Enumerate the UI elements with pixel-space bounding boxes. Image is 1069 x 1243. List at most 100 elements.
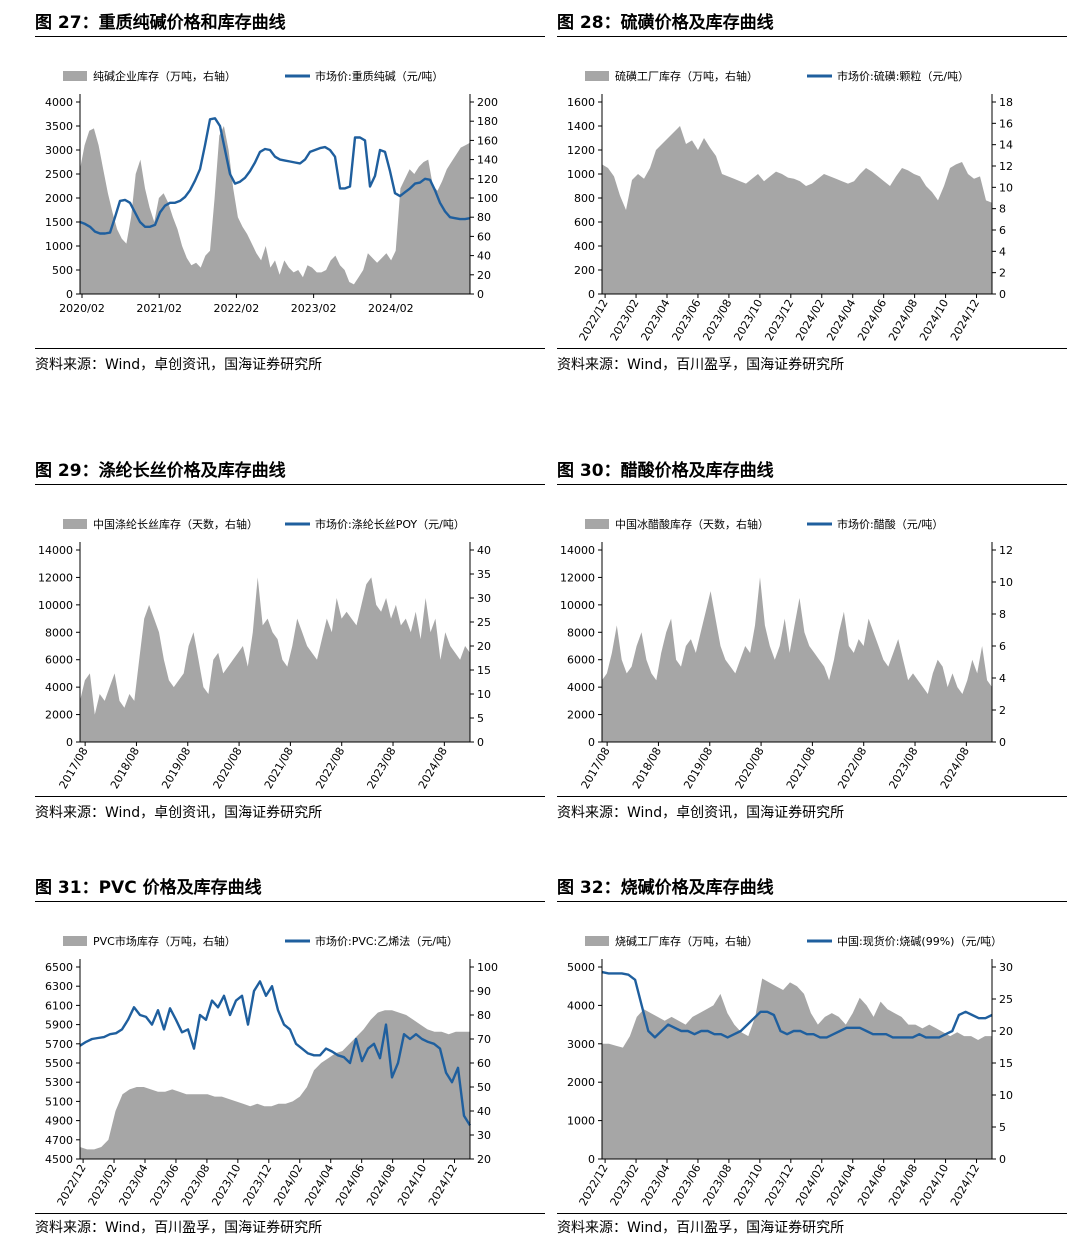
legend-area-label: PVC市场库存（万吨，右轴）: [93, 934, 236, 948]
right-tick-label: 40: [477, 544, 491, 557]
left-tick-label: 0: [66, 288, 73, 301]
legend-area-swatch: [585, 519, 609, 529]
source-note: 资料来源：Wind，卓创资讯，国海证券研究所: [35, 357, 323, 373]
source-rule: [35, 1213, 545, 1214]
right-tick-label: 20: [477, 269, 491, 282]
left-tick-label: 400: [574, 240, 595, 253]
x-tick-label: 2024/06: [855, 1162, 889, 1208]
x-tick-label: 2024/06: [333, 1162, 367, 1208]
left-tick-label: 5700: [45, 1038, 73, 1051]
right-tick-label: 35: [477, 568, 491, 581]
right-tick-label: 2: [999, 704, 1006, 717]
source-rule: [557, 1213, 1067, 1214]
x-tick-label: 2024/08: [364, 1162, 398, 1208]
x-tick-label: 2024/02: [368, 302, 414, 315]
left-tick-label: 6500: [45, 961, 73, 974]
left-tick-label: 1600: [567, 96, 595, 109]
right-tick-label: 10: [999, 576, 1013, 589]
right-tick-label: 0: [477, 736, 484, 749]
x-tick-label: 2022/08: [835, 745, 869, 791]
left-tick-label: 2000: [45, 709, 73, 722]
right-tick-label: 10: [999, 1089, 1013, 1102]
chart-title: 图 28：硫磺价格及库存曲线: [557, 13, 774, 33]
left-tick-label: 14000: [38, 544, 73, 557]
left-tick-label: 8000: [45, 626, 73, 639]
left-tick-label: 500: [52, 264, 73, 277]
source-rule: [557, 348, 1067, 349]
left-tick-label: 5100: [45, 1095, 73, 1108]
source-note: 资料来源：Wind，百川盈孚，国海证券研究所: [557, 357, 845, 373]
chart-title: 图 27：重质纯碱价格和库存曲线: [35, 13, 286, 33]
left-tick-label: 6300: [45, 980, 73, 993]
right-tick-label: 30: [999, 961, 1013, 974]
left-tick-label: 12000: [38, 571, 73, 584]
x-tick-label: 2024/02: [271, 1162, 305, 1208]
left-tick-label: 6000: [567, 654, 595, 667]
left-tick-label: 1200: [567, 144, 595, 157]
x-tick-label: 2023/02: [86, 1162, 120, 1208]
legend-area-swatch: [63, 71, 87, 81]
right-tick-label: 4: [999, 245, 1006, 258]
left-tick-label: 5500: [45, 1057, 73, 1070]
left-tick-label: 2000: [567, 709, 595, 722]
x-tick-label: 2023/06: [669, 1162, 703, 1208]
right-tick-label: 0: [999, 288, 1006, 301]
legend-area-label: 纯碱企业库存（万吨，右轴）: [93, 69, 236, 83]
x-tick-label: 2024/10: [917, 1162, 951, 1208]
right-tick-label: 40: [477, 250, 491, 263]
source-rule: [35, 348, 545, 349]
right-tick-label: 25: [999, 993, 1013, 1006]
legend-area-label: 烧碱工厂库存（万吨，右轴）: [615, 934, 758, 948]
x-tick-label: 2023/08: [178, 1162, 212, 1208]
left-tick-label: 2500: [45, 168, 73, 181]
source-rule: [557, 796, 1067, 797]
x-tick-label: 2017/08: [57, 745, 91, 791]
right-tick-label: 30: [477, 592, 491, 605]
right-tick-label: 6: [999, 224, 1006, 237]
x-tick-label: 2023/08: [700, 297, 734, 343]
left-tick-label: 0: [588, 1153, 595, 1166]
x-tick-label: 2024/12: [426, 1162, 460, 1208]
right-tick-label: 100: [477, 961, 498, 974]
x-tick-label: 2024/08: [938, 745, 972, 791]
x-tick-label: 2024/02: [793, 297, 827, 343]
left-tick-label: 4900: [45, 1115, 73, 1128]
chart-title: 图 29：涤纶长丝价格及库存曲线: [35, 461, 286, 481]
title-rule: [35, 36, 545, 37]
title-rule: [557, 901, 1067, 902]
legend: PVC市场库存（万吨，右轴） 市场价:PVC:乙烯法（元/吨）: [63, 934, 458, 948]
right-tick-label: 140: [477, 154, 498, 167]
x-tick-label: 2022/12: [55, 1162, 89, 1208]
left-tick-label: 1000: [45, 240, 73, 253]
x-tick-label: 2024/02: [793, 1162, 827, 1208]
legend: 中国涤纶长丝库存（天数，右轴） 市场价:涤纶长丝POY（元/吨）: [63, 517, 465, 531]
x-tick-label: 2023/10: [209, 1162, 243, 1208]
left-tick-label: 6100: [45, 999, 73, 1012]
right-tick-label: 10: [999, 181, 1013, 194]
left-tick-label: 3000: [45, 144, 73, 157]
legend-area-swatch: [585, 936, 609, 946]
right-tick-label: 0: [999, 1153, 1006, 1166]
x-tick-label: 2021/08: [784, 745, 818, 791]
right-tick-label: 16: [999, 117, 1013, 130]
left-tick-label: 1400: [567, 120, 595, 133]
left-tick-label: 0: [66, 736, 73, 749]
x-tick-label: 2024/08: [886, 1162, 920, 1208]
left-tick-label: 1500: [45, 216, 73, 229]
x-tick-label: 2022/12: [577, 297, 611, 343]
x-tick-label: 2019/08: [681, 745, 715, 791]
chart-svg: 烧碱工厂库存（万吨，右轴） 中国:现货价:烧碱(99%)（元/吨）01000200…: [567, 934, 1013, 1208]
left-tick-label: 800: [574, 192, 595, 205]
right-tick-label: 8: [999, 203, 1006, 216]
legend-area-swatch: [63, 519, 87, 529]
source-note: 资料来源：Wind，百川盈孚，国海证券研究所: [557, 1220, 845, 1236]
x-tick-label: 2023/12: [762, 1162, 796, 1208]
x-tick-label: 2024/08: [416, 745, 450, 791]
left-tick-label: 4000: [567, 999, 595, 1012]
right-tick-label: 100: [477, 192, 498, 205]
x-tick-label: 2023/06: [669, 297, 703, 343]
legend-area-label: 中国涤纶长丝库存（天数，右轴）: [93, 517, 258, 531]
right-tick-label: 5: [477, 712, 484, 725]
left-tick-label: 4700: [45, 1134, 73, 1147]
x-tick-label: 2023/10: [731, 297, 765, 343]
